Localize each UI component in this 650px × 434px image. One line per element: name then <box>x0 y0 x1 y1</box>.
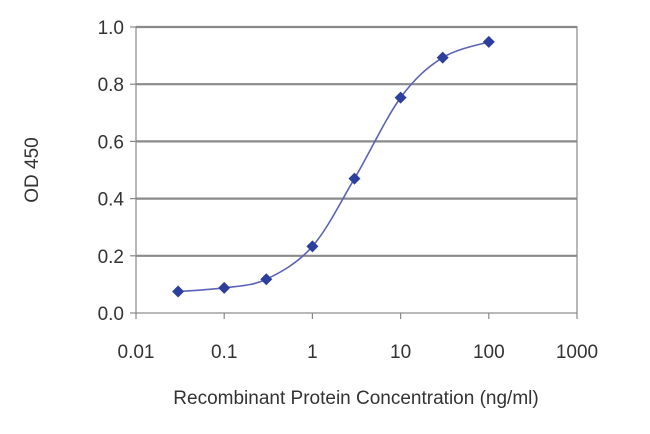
y-tick-label: 1.0 <box>98 18 124 39</box>
series-layer <box>172 35 495 298</box>
plot-frame <box>135 26 578 314</box>
data-point-marker <box>306 240 319 253</box>
x-tick-label: 1 <box>307 342 318 363</box>
y-tick-label: 0.8 <box>98 75 124 96</box>
x-tick-label: 10 <box>390 342 411 363</box>
data-point-marker <box>260 273 273 286</box>
y-tick-label: 0.6 <box>98 132 124 153</box>
y-axis-ticks: 0.0 0.2 0.4 0.6 0.8 1.0 <box>98 18 136 325</box>
y-tick-label: 0.0 <box>98 304 124 325</box>
y-tick-label: 0.4 <box>98 190 125 211</box>
data-point-marker <box>172 285 185 298</box>
data-point-marker <box>348 172 361 185</box>
grid-lines <box>136 25 577 257</box>
y-tick-label: 0.2 <box>98 247 124 268</box>
data-point-marker <box>482 35 495 48</box>
y-axis-label: OD 450 <box>22 137 43 202</box>
x-tick-label: 0.1 <box>211 342 237 363</box>
x-axis-label: Recombinant Protein Concentration (ng/ml… <box>173 388 538 409</box>
x-tick-label: 100 <box>473 342 505 363</box>
x-axis-ticks: 0.01 0.1 1 10 100 1000 <box>118 313 598 363</box>
x-tick-label: 1000 <box>556 342 598 363</box>
x-tick-label: 0.01 <box>118 342 155 363</box>
data-point-marker <box>394 91 407 104</box>
series-line <box>178 41 490 293</box>
data-point-marker <box>436 51 449 64</box>
data-point-marker <box>218 281 231 294</box>
